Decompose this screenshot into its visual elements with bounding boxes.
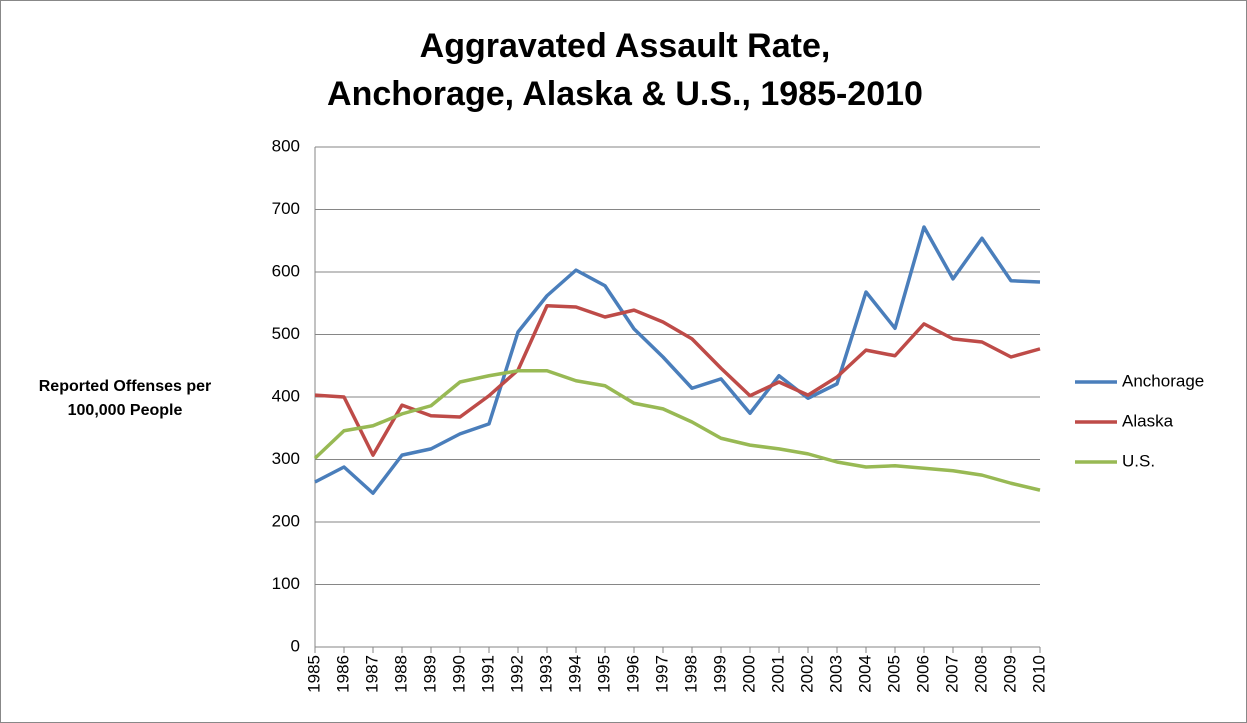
x-tick-label: 1986 [333,655,352,693]
x-tick-label: 2009 [1000,655,1019,693]
x-tick-label: 1990 [449,655,468,693]
y-tick-label: 600 [272,261,300,280]
x-tick-label: 1985 [304,655,323,693]
x-tick-label: 2007 [942,655,961,693]
x-tick-label: 2003 [826,655,845,693]
x-tick-label: 1992 [507,655,526,693]
x-tick-label: 2008 [971,655,990,693]
y-axis-label: Reported Offenses per [39,378,211,395]
y-tick-label: 300 [272,449,300,468]
x-tick-label: 1996 [623,655,642,693]
y-tick-label: 200 [272,511,300,530]
y-tick-label: 700 [272,199,300,218]
x-tick-label: 1997 [652,655,671,693]
x-tick-label: 2005 [884,655,903,693]
x-tick-label: 2004 [855,655,874,693]
y-tick-label: 500 [272,324,300,343]
y-tick-label: 100 [272,574,300,593]
x-tick-label: 1991 [478,655,497,693]
y-tick-label: 400 [272,386,300,405]
y-axis-label: 100,000 People [68,402,183,419]
legend-label: Alaska [1122,411,1174,430]
legend-label: Anchorage [1122,371,1204,390]
y-tick-label: 0 [291,636,300,655]
chart-title: Anchorage, Alaska & U.S., 1985-2010 [327,75,923,113]
x-tick-label: 1995 [594,655,613,693]
x-tick-label: 1988 [391,655,410,693]
data-line [313,369,1041,492]
x-tick-label: 1994 [565,655,584,693]
legend-label: U.S. [1122,451,1155,470]
x-tick-label: 1993 [536,655,555,693]
x-tick-label: 2006 [913,655,932,693]
x-tick-label: 1987 [362,655,381,693]
x-tick-label: 1999 [710,655,729,693]
x-tick-label: 1989 [420,655,439,693]
data-line [314,304,1041,457]
data-line [314,225,1041,495]
x-tick-label: 2001 [768,655,787,693]
x-tick-label: 2010 [1029,655,1048,693]
x-tick-label: 2000 [739,655,758,693]
y-tick-label: 800 [272,136,300,155]
x-tick-label: 2002 [797,655,816,693]
x-tick-label: 1998 [681,655,700,693]
chart-title: Aggravated Assault Rate, [420,27,831,65]
